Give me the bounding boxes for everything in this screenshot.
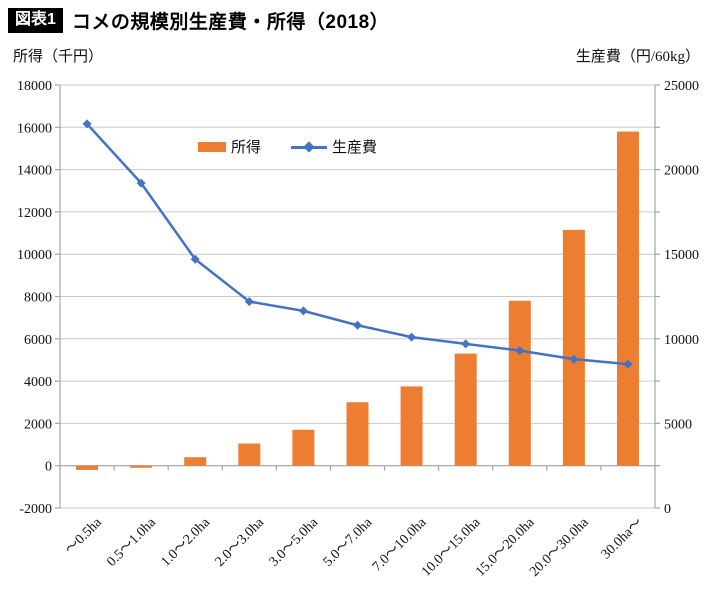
right-axis-tick-label: 5000 — [664, 417, 692, 432]
cost-marker-diamond — [353, 320, 362, 330]
left-axis-caption: 所得（千円） — [13, 49, 104, 65]
cost-marker-diamond — [461, 339, 471, 349]
income-bar — [184, 457, 207, 466]
figure-header: 図表1 コメの規模別生産費・所得（2018） — [8, 7, 389, 34]
x-axis-label: 30.0ha～ — [599, 515, 646, 562]
cost-marker-diamond — [569, 354, 579, 364]
income-bar — [616, 131, 639, 466]
income-bar — [346, 402, 369, 466]
left-axis-tick-label: 0 — [45, 460, 52, 475]
income-bar — [400, 386, 423, 466]
legend-cost-label: 生産費 — [332, 140, 378, 156]
legend-income-swatch — [198, 141, 226, 152]
income-bar — [562, 229, 585, 466]
income-bar — [238, 443, 261, 466]
income-bar — [130, 465, 153, 468]
left-axis-tick-label: 14000 — [17, 164, 52, 179]
x-axis-label: 5.0～7.0ha — [321, 515, 376, 570]
chart-legend: 所得 生産費 — [198, 136, 377, 157]
x-axis-label: 20.0～30.0ha — [527, 515, 592, 580]
x-axis-label: 0.5～1.0ha — [104, 515, 159, 570]
cost-marker-diamond — [136, 178, 146, 188]
right-axis-tick-label: 25000 — [664, 79, 699, 94]
right-axis-tick-label: 15000 — [664, 248, 699, 263]
left-axis-tick-label: 4000 — [24, 375, 52, 390]
left-axis-tick-label: 18000 — [17, 79, 52, 94]
left-axis-tick-label: -2000 — [19, 502, 52, 517]
legend-item-income: 所得 — [198, 136, 261, 157]
right-axis-tick-label: 0 — [664, 502, 671, 517]
cost-marker-diamond — [515, 346, 525, 356]
x-axis-label: 7.0～10.0ha — [370, 515, 430, 575]
legend-cost-swatch — [291, 140, 328, 153]
x-axis-label: ～0.5ha — [63, 515, 106, 558]
left-axis-tick-label: 12000 — [17, 206, 52, 221]
cost-marker-diamond — [623, 359, 633, 369]
income-bar — [76, 465, 99, 470]
legend-item-cost: 生産費 — [291, 136, 377, 157]
left-axis-tick-label: 16000 — [17, 121, 52, 136]
right-axis-tick-label: 20000 — [664, 164, 699, 179]
right-axis-caption: 生産費（円/60kg） — [575, 49, 700, 65]
page-title: コメの規模別生産費・所得（2018） — [71, 12, 390, 33]
x-axis-label: 1.0～2.0ha — [158, 515, 213, 570]
left-axis-tick-label: 10000 — [17, 248, 52, 263]
right-axis-tick-label: 10000 — [664, 333, 699, 348]
cost-marker-diamond — [298, 306, 308, 316]
left-axis-tick-label: 2000 — [24, 417, 52, 432]
left-axis-tick-label: 8000 — [24, 291, 52, 306]
legend-diamond-icon — [303, 140, 315, 153]
left-axis-tick-label: 6000 — [24, 333, 52, 348]
income-bar — [454, 353, 477, 466]
figure-badge: 図表1 — [8, 8, 63, 33]
x-axis-label: 2.0～3.0ha — [213, 515, 268, 570]
cost-marker-diamond — [244, 297, 254, 307]
x-axis-label: 3.0～5.0ha — [267, 515, 322, 570]
cost-marker-diamond — [82, 119, 92, 129]
income-bar — [508, 300, 531, 466]
income-bar — [292, 429, 315, 466]
cost-marker-diamond — [190, 254, 200, 264]
cost-marker-diamond — [407, 332, 417, 342]
legend-income-label: 所得 — [231, 140, 262, 156]
